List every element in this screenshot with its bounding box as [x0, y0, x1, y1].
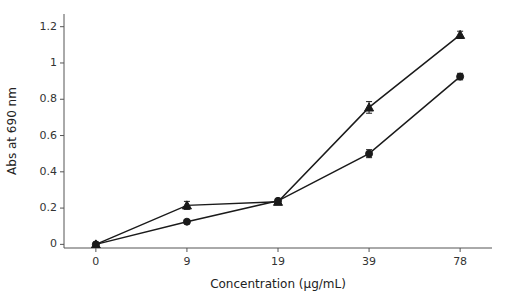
point-marker — [92, 241, 99, 248]
series-line — [96, 35, 460, 245]
x-tick-label: 39 — [362, 255, 376, 268]
x-tick-label: 9 — [183, 255, 190, 268]
x-tick-label: 78 — [453, 255, 467, 268]
x-tick — [460, 248, 461, 252]
x-tick-label: 19 — [271, 255, 285, 268]
x-tick — [186, 248, 187, 252]
x-tick — [278, 248, 279, 252]
point-marker — [456, 30, 465, 38]
y-tick — [60, 208, 64, 209]
y-tick — [60, 26, 64, 27]
x-axis-label: Concentration (μg/mL) — [210, 277, 346, 291]
y-tick-label: 1.2 — [40, 20, 58, 33]
chart-container: 0 0.2 0.4 0.6 0.8 1 1.2 0 9 19 39 78 Concentration (… — [0, 0, 508, 298]
point-marker — [366, 150, 373, 157]
point-marker — [457, 73, 464, 80]
y-tick-label: 1 — [50, 56, 57, 69]
y-tick-label: 0.4 — [40, 165, 58, 178]
y-axis-label: Abs at 690 nm — [5, 87, 19, 175]
y-tick-label: 0.6 — [40, 129, 58, 142]
point-marker — [365, 103, 374, 111]
y-tick — [60, 244, 64, 245]
y-axis-line — [64, 14, 65, 248]
y-tick-label: 0.8 — [40, 92, 58, 105]
y-tick — [60, 135, 64, 136]
chart-svg: 0 0.2 0.4 0.6 0.8 1 1.2 0 9 19 39 78 Concentration (… — [0, 0, 508, 298]
point-marker — [275, 197, 282, 204]
x-tick — [95, 248, 96, 252]
y-tick-label: 0 — [50, 237, 57, 250]
point-marker — [91, 240, 100, 248]
plot-area — [91, 30, 464, 248]
series — [92, 73, 463, 248]
error-bar — [457, 73, 463, 80]
y-tick-label: 0.2 — [40, 201, 58, 214]
point-marker — [274, 197, 283, 205]
point-marker — [182, 201, 191, 209]
y-tick — [60, 99, 64, 100]
error-bar — [366, 150, 372, 158]
y-tick — [60, 62, 64, 63]
y-tick — [60, 171, 64, 172]
x-tick — [369, 248, 370, 252]
series-line — [96, 77, 460, 245]
x-tick-label: 0 — [92, 255, 99, 268]
point-marker — [183, 218, 190, 225]
axes: 0 0.2 0.4 0.6 0.8 1 1.2 0 9 19 39 78 — [40, 14, 493, 268]
series — [91, 30, 464, 248]
